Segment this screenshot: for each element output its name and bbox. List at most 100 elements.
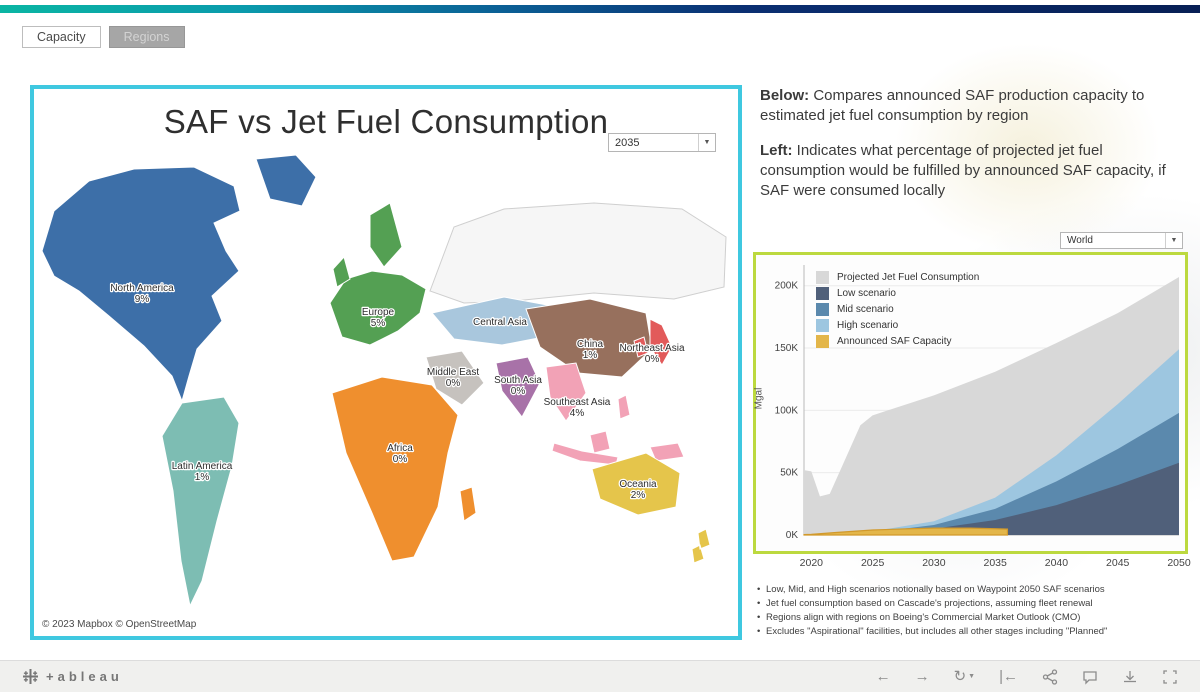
region-philippines[interactable] [617, 394, 631, 420]
region-dropdown[interactable]: World ▼ [1060, 232, 1183, 249]
reset-icon[interactable]: |← [999, 667, 1018, 685]
map-label-southeast-asia: Southeast Asia 4% [544, 397, 611, 419]
region-new-zealand[interactable] [691, 528, 711, 564]
description-below-label: Below: [760, 87, 810, 104]
x-tick: 2045 [1106, 557, 1130, 569]
region-africa[interactable] [331, 376, 459, 562]
saf-capacity-chart-panel: 0K 50K 100K 150K 200K Mgal Projected Jet Fue… [753, 252, 1188, 554]
region-australia[interactable] [591, 452, 681, 516]
map-title: SAF vs Jet Fuel Consumption [163, 103, 609, 140]
chevron-down-icon: ▼ [968, 672, 976, 680]
replay-icon[interactable]: ↻ ▼ [953, 667, 976, 685]
x-tick: 2040 [1044, 557, 1069, 569]
map-label-latin-america: Latin America 1% [172, 461, 233, 483]
legend-item[interactable]: Mid scenario [816, 303, 979, 316]
chart-legend: Projected Jet Fuel Consumption Low scenar… [816, 271, 979, 351]
description-left-body: Indicates what percentage of projected j… [760, 142, 1166, 200]
footnote: Regions align with regions on Boeing's C… [756, 612, 1192, 624]
tableau-logo[interactable]: +ableau [22, 668, 123, 685]
x-axis-ticks: 2020 2025 2030 2035 2040 2045 2050 [756, 557, 1191, 571]
region-middle-east[interactable] [425, 350, 485, 406]
legend-swatch [816, 319, 829, 332]
share-icon[interactable] [1042, 668, 1058, 685]
redo-icon[interactable]: → [914, 667, 930, 685]
x-tick: 2050 [1167, 557, 1191, 569]
tab-regions[interactable]: Regions [108, 26, 185, 48]
tableau-logo-text: +ableau [46, 669, 123, 684]
year-dropdown-value: 2035 [615, 136, 640, 149]
legend-item[interactable]: High scenario [816, 319, 979, 332]
description-text: Below: Compares announced SAF production… [760, 86, 1188, 216]
svg-text:200K: 200K [775, 281, 799, 292]
region-madagascar[interactable] [459, 486, 477, 522]
map-label-oceania: Oceania 2% [619, 479, 657, 501]
x-tick: 2025 [860, 557, 885, 569]
map-label-northeast-asia: Northeast Asia 0% [619, 343, 684, 365]
area-chart[interactable]: 0K 50K 100K 150K 200K [756, 255, 1185, 551]
sheet-tabs: Capacity Regions [22, 26, 185, 48]
region-latin-america[interactable] [161, 396, 240, 608]
legend-label: Projected Jet Fuel Consumption [837, 272, 980, 283]
chevron-down-icon: ▼ [1165, 233, 1182, 248]
legend-label: High scenario [837, 320, 899, 331]
footnote: Jet fuel consumption based on Cascade's … [756, 598, 1192, 610]
world-map[interactable]: North America 9% Latin America 1% Europe 5% Af… [34, 151, 738, 613]
tableau-logo-icon [23, 669, 38, 684]
region-europe[interactable] [329, 270, 427, 346]
footnote: Low, Mid, and High scenarios notionally … [756, 584, 1192, 596]
map-region-labels: North America 9% Latin America 1% Europe 5% Af… [109, 282, 686, 503]
region-japan[interactable] [649, 318, 673, 366]
legend-swatch [816, 287, 829, 300]
map-label-china: China 1% [577, 339, 604, 361]
map-attribution: © 2023 Mapbox © OpenStreetMap [42, 619, 197, 630]
undo-icon[interactable]: ← [875, 667, 891, 685]
legend-item[interactable]: Announced SAF Capacity [816, 335, 979, 348]
download-icon[interactable] [1122, 669, 1138, 685]
footer-toolbar: +ableau ← → ↻ ▼ |← [0, 660, 1200, 692]
svg-text:150K: 150K [775, 343, 799, 354]
map-label-africa: Africa 0% [387, 443, 413, 465]
svg-text:50K: 50K [780, 468, 798, 479]
legend-label: Low scenario [837, 288, 896, 299]
region-china[interactable] [525, 298, 653, 378]
fullscreen-icon[interactable] [1162, 669, 1178, 685]
region-new-guinea[interactable] [649, 442, 685, 462]
region-greenland[interactable] [255, 154, 317, 207]
region-south-asia[interactable] [495, 356, 541, 418]
description-below-body: Compares announced SAF production capaci… [760, 87, 1145, 125]
footnote: Excludes "Aspirational" facilities, but … [756, 626, 1192, 638]
legend-swatch [816, 271, 829, 284]
map-label-south-asia: South Asia 0% [494, 375, 542, 397]
region-borneo[interactable] [589, 430, 611, 454]
svg-text:100K: 100K [775, 405, 799, 416]
x-tick: 2030 [922, 557, 946, 569]
map-label-europe: Europe 5% [362, 307, 395, 329]
landmass-neutral [429, 202, 727, 304]
footnotes: Low, Mid, and High scenarios notionally … [756, 584, 1192, 641]
region-scandinavia[interactable] [369, 202, 403, 268]
region-korea[interactable] [633, 336, 649, 358]
legend-label: Mid scenario [837, 304, 894, 315]
map-label-central-asia: Central Asia [473, 317, 527, 328]
region-dropdown-value: World [1067, 235, 1093, 246]
map-panel: SAF vs Jet Fuel Consumption 2035 ▼ [30, 85, 742, 640]
description-left: Left: Indicates what percentage of proje… [760, 141, 1188, 201]
region-north-america[interactable] [41, 166, 241, 403]
legend-item[interactable]: Projected Jet Fuel Consumption [816, 271, 979, 284]
map-label-north-america: North America 9% [110, 283, 174, 305]
comment-icon[interactable] [1082, 669, 1098, 685]
tab-capacity[interactable]: Capacity [22, 26, 101, 48]
y-axis-label: Mgal [753, 387, 765, 410]
region-uk[interactable] [332, 255, 351, 288]
year-dropdown[interactable]: 2035 ▼ [608, 133, 716, 152]
legend-swatch [816, 303, 829, 316]
legend-swatch [816, 335, 829, 348]
x-tick: 2035 [983, 557, 1007, 569]
region-southeast-asia-mainland[interactable] [545, 362, 587, 422]
top-gradient-bar [0, 5, 1200, 13]
legend-label: Announced SAF Capacity [837, 336, 952, 347]
legend-item[interactable]: Low scenario [816, 287, 979, 300]
description-below: Below: Compares announced SAF production… [760, 86, 1188, 126]
map-label-middle-east: Middle East 0% [427, 367, 479, 389]
description-left-label: Left: [760, 142, 793, 160]
